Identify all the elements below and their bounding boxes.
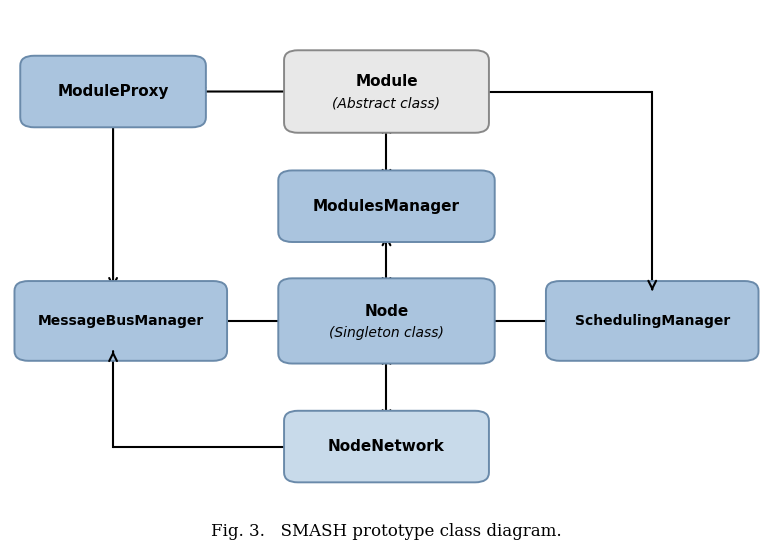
Text: Fig. 3.   SMASH prototype class diagram.: Fig. 3. SMASH prototype class diagram. [211,523,562,540]
Text: ModuleProxy: ModuleProxy [57,84,169,99]
FancyBboxPatch shape [15,281,227,361]
Text: ModulesManager: ModulesManager [313,199,460,214]
Text: (Abstract class): (Abstract class) [332,97,441,110]
Text: Module: Module [355,74,418,89]
Text: NodeNetwork: NodeNetwork [328,439,445,454]
FancyBboxPatch shape [20,56,206,127]
Text: MessageBusManager: MessageBusManager [38,314,204,328]
Text: Node: Node [364,304,409,318]
FancyBboxPatch shape [284,411,489,483]
FancyBboxPatch shape [278,170,495,242]
FancyBboxPatch shape [278,278,495,363]
FancyBboxPatch shape [546,281,758,361]
Text: (Singleton class): (Singleton class) [329,326,444,340]
FancyBboxPatch shape [284,51,489,133]
Text: SchedulingManager: SchedulingManager [574,314,730,328]
